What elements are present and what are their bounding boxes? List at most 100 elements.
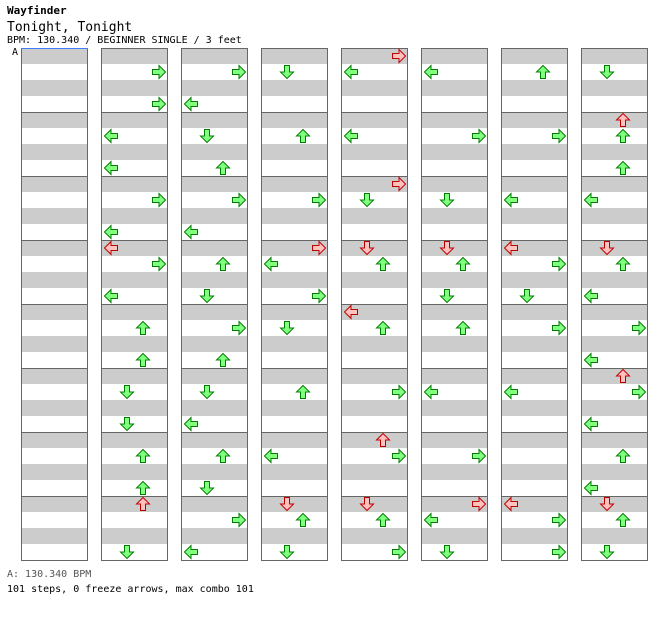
beat-stripe xyxy=(341,336,408,352)
beat-stripe xyxy=(421,272,488,288)
step-arrow-left xyxy=(503,496,518,512)
step-arrow-right xyxy=(392,176,407,192)
step-arrow-up xyxy=(215,256,231,271)
step-arrow-up xyxy=(375,256,391,271)
beat-stripe xyxy=(341,496,408,512)
chart-info: BPM: 130.340 / BEGINNER SINGLE / 3 feet xyxy=(7,35,242,46)
step-arrow-down xyxy=(119,417,135,432)
beat-stripe xyxy=(21,368,88,384)
beat-stripe xyxy=(341,528,408,544)
beat-stripe xyxy=(421,336,488,352)
beat-stripe xyxy=(501,208,568,224)
beat-stripe xyxy=(341,208,408,224)
measure-box xyxy=(581,496,648,561)
step-arrow-right xyxy=(632,320,647,336)
step-arrow-up xyxy=(455,256,471,271)
beat-stripe xyxy=(421,48,488,64)
step-arrow-left xyxy=(103,160,118,176)
step-arrow-right xyxy=(232,512,247,528)
step-arrow-up xyxy=(615,160,631,175)
step-arrow-right xyxy=(232,192,247,208)
beat-stripe xyxy=(181,336,248,352)
beat-stripe xyxy=(581,368,648,384)
beat-stripe xyxy=(261,528,328,544)
beat-stripe xyxy=(341,464,408,480)
beat-stripe xyxy=(261,400,328,416)
step-arrow-down xyxy=(119,545,135,560)
beat-stripe xyxy=(581,80,648,96)
beat-stripe xyxy=(341,48,408,64)
beat-stripe xyxy=(21,304,88,320)
beat-stripe xyxy=(421,208,488,224)
measure-box xyxy=(21,496,88,561)
beat-stripe xyxy=(21,496,88,512)
app-title: Wayfinder xyxy=(7,4,67,17)
step-arrow-up xyxy=(615,368,631,383)
step-arrow-up xyxy=(295,384,311,399)
beat-stripe xyxy=(501,304,568,320)
beat-stripe xyxy=(341,432,408,448)
step-arrow-left xyxy=(503,192,518,208)
beat-stripe xyxy=(181,48,248,64)
beat-stripe xyxy=(421,432,488,448)
step-arrow-right xyxy=(232,64,247,80)
beat-stripe xyxy=(261,48,328,64)
beat-stripe xyxy=(341,368,408,384)
step-arrow-up xyxy=(615,256,631,271)
beat-stripe xyxy=(581,432,648,448)
beat-stripe xyxy=(581,144,648,160)
step-arrow-left xyxy=(343,128,358,144)
beat-stripe xyxy=(421,80,488,96)
beat-stripe xyxy=(421,496,488,512)
beat-stripe xyxy=(261,112,328,128)
beat-stripe xyxy=(421,112,488,128)
step-arrow-right xyxy=(552,320,567,336)
beat-stripe xyxy=(261,272,328,288)
step-arrow-left xyxy=(103,240,118,256)
step-arrow-left xyxy=(103,288,118,304)
step-arrow-down xyxy=(199,129,215,144)
step-arrow-up xyxy=(375,320,391,335)
step-stats: 101 steps, 0 freeze arrows, max combo 10… xyxy=(7,584,254,595)
beat-stripe xyxy=(501,144,568,160)
beat-stripe xyxy=(21,112,88,128)
step-arrow-right xyxy=(472,496,487,512)
beat-stripe xyxy=(501,80,568,96)
step-arrow-up xyxy=(135,320,151,335)
step-arrow-left xyxy=(183,416,198,432)
beat-stripe xyxy=(341,112,408,128)
measure-box xyxy=(501,496,568,561)
step-arrow-right xyxy=(472,128,487,144)
beat-stripe xyxy=(21,240,88,256)
step-arrow-right xyxy=(552,512,567,528)
beat-stripe xyxy=(581,336,648,352)
beat-stripe xyxy=(341,400,408,416)
step-arrow-left xyxy=(583,288,598,304)
beat-stripe xyxy=(341,240,408,256)
beat-stripe xyxy=(341,80,408,96)
beat-stripe xyxy=(581,208,648,224)
step-arrow-left xyxy=(183,96,198,112)
beat-stripe xyxy=(501,368,568,384)
beat-stripe xyxy=(21,176,88,192)
step-arrow-right xyxy=(232,320,247,336)
step-arrow-up xyxy=(615,448,631,463)
beat-stripe xyxy=(421,144,488,160)
beat-stripe xyxy=(101,464,168,480)
step-arrow-left xyxy=(583,192,598,208)
step-arrow-down xyxy=(279,497,295,512)
step-arrow-left xyxy=(263,256,278,272)
beat-stripe xyxy=(181,432,248,448)
beat-stripe xyxy=(421,304,488,320)
step-arrow-down xyxy=(599,545,615,560)
step-arrow-left xyxy=(423,512,438,528)
step-arrow-up xyxy=(295,512,311,527)
song-title: Tonight, Tonight xyxy=(7,20,133,35)
beat-stripe xyxy=(581,176,648,192)
step-arrow-right xyxy=(312,288,327,304)
step-arrow-up xyxy=(535,64,551,79)
step-arrow-down xyxy=(599,497,615,512)
beat-stripe xyxy=(501,496,568,512)
beat-stripe xyxy=(261,144,328,160)
step-arrow-up xyxy=(615,128,631,143)
